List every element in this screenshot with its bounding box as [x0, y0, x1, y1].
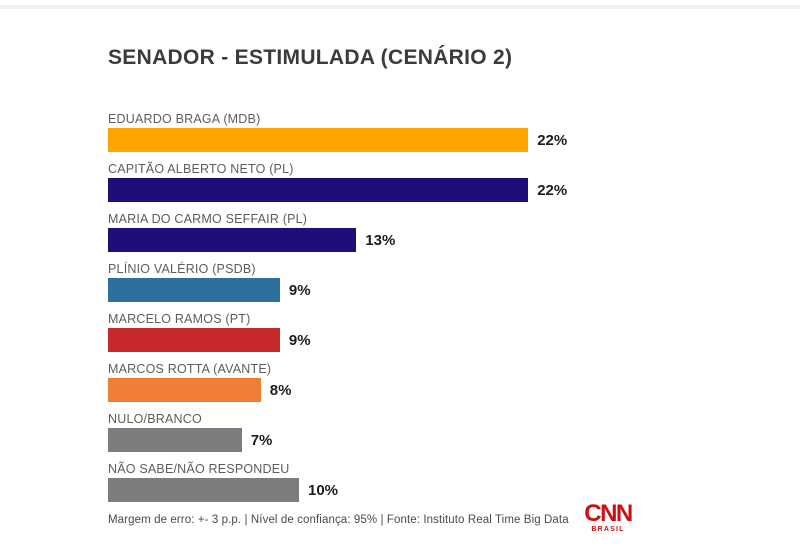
value-label: 9% [288, 281, 311, 299]
bar-row: CAPITÃO ALBERTO NETO (PL) 22% [108, 160, 768, 210]
bar-row: MARCELO RAMOS (PT) 9% [108, 310, 768, 360]
candidate-label: CAPITÃO ALBERTO NETO (PL) [108, 162, 294, 176]
bar [108, 378, 261, 402]
bar-row: EDUARDO BRAGA (MDB) 22% [108, 110, 768, 160]
bar-chart: EDUARDO BRAGA (MDB) 22% CAPITÃO ALBERTO … [108, 110, 768, 510]
value-label: 13% [365, 231, 396, 249]
candidate-label: NULO/BRANCO [108, 412, 202, 426]
bar-row: MARCOS ROTTA (AVANTE) 8% [108, 360, 768, 410]
value-label: 10% [308, 481, 339, 499]
bar [108, 228, 357, 252]
bar [108, 128, 529, 152]
bar [108, 178, 529, 202]
chart-title: SENADOR - ESTIMULADA (CENÁRIO 2) [108, 46, 513, 69]
cnn-logo-sub: BRASIL [591, 526, 625, 533]
bar-row: NULO/BRANCO 7% [108, 410, 768, 460]
candidate-label: NÃO SABE/NÃO RESPONDEU [108, 462, 290, 476]
bar [108, 328, 280, 352]
candidate-label: MARIA DO CARMO SEFFAIR (PL) [108, 212, 308, 226]
footnote: Margem de erro: +- 3 p.p. | Nível de con… [108, 514, 569, 526]
top-divider [0, 5, 800, 9]
cnn-brasil-logo: CNN BRASIL [583, 500, 633, 534]
bar [108, 428, 242, 452]
bar [108, 478, 299, 502]
candidate-label: EDUARDO BRAGA (MDB) [108, 112, 261, 126]
bar-row: PLÍNIO VALÉRIO (PSDB) 9% [108, 260, 768, 310]
bar [108, 278, 280, 302]
bar-row: NÃO SABE/NÃO RESPONDEU 10% [108, 460, 768, 510]
candidate-label: MARCOS ROTTA (AVANTE) [108, 362, 272, 376]
cnn-logo-text: CNN [584, 500, 633, 527]
candidate-label: PLÍNIO VALÉRIO (PSDB) [108, 262, 256, 276]
bar-row: MARIA DO CARMO SEFFAIR (PL) 13% [108, 210, 768, 260]
candidate-label: MARCELO RAMOS (PT) [108, 312, 251, 326]
value-label: 22% [537, 131, 568, 149]
value-label: 8% [269, 381, 292, 399]
value-label: 9% [288, 331, 311, 349]
value-label: 7% [250, 431, 273, 449]
value-label: 22% [537, 181, 568, 199]
